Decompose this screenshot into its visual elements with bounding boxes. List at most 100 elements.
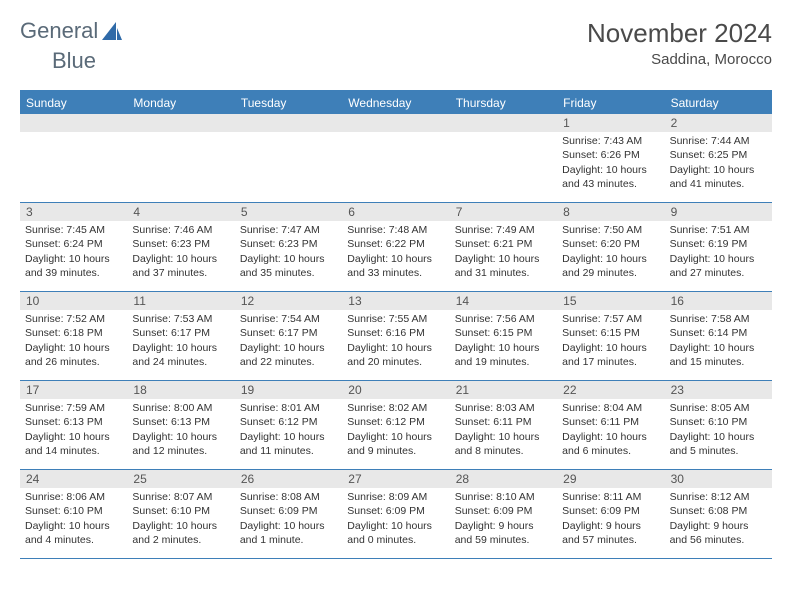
day-number: 18 [127, 381, 234, 399]
weekday-header: Friday [557, 92, 664, 114]
weekday-header: Sunday [20, 92, 127, 114]
daylight-text: Daylight: 10 hours and 33 minutes. [347, 252, 444, 280]
sunset-text: Sunset: 6:24 PM [25, 237, 122, 251]
day-content: Sunrise: 8:02 AMSunset: 6:12 PMDaylight:… [342, 399, 449, 462]
day-cell: 18Sunrise: 8:00 AMSunset: 6:13 PMDayligh… [127, 381, 234, 469]
day-content: Sunrise: 7:59 AMSunset: 6:13 PMDaylight:… [20, 399, 127, 462]
logo-text-b: Blue [52, 48, 792, 74]
day-number: 4 [127, 203, 234, 221]
day-content: Sunrise: 7:52 AMSunset: 6:18 PMDaylight:… [20, 310, 127, 373]
sunset-text: Sunset: 6:11 PM [562, 415, 659, 429]
weeks-container: 1Sunrise: 7:43 AMSunset: 6:26 PMDaylight… [20, 114, 772, 559]
daylight-text: Daylight: 10 hours and 12 minutes. [132, 430, 229, 458]
daylight-text: Daylight: 10 hours and 0 minutes. [347, 519, 444, 547]
day-content: Sunrise: 7:50 AMSunset: 6:20 PMDaylight:… [557, 221, 664, 284]
sunset-text: Sunset: 6:16 PM [347, 326, 444, 340]
day-cell: 4Sunrise: 7:46 AMSunset: 6:23 PMDaylight… [127, 203, 234, 291]
sunrise-text: Sunrise: 7:46 AM [132, 223, 229, 237]
day-cell: 21Sunrise: 8:03 AMSunset: 6:11 PMDayligh… [450, 381, 557, 469]
sunrise-text: Sunrise: 8:11 AM [562, 490, 659, 504]
day-number: 23 [665, 381, 772, 399]
daylight-text: Daylight: 10 hours and 22 minutes. [240, 341, 337, 369]
day-number: 29 [557, 470, 664, 488]
day-number [342, 114, 449, 132]
sunset-text: Sunset: 6:23 PM [132, 237, 229, 251]
daylight-text: Daylight: 10 hours and 5 minutes. [670, 430, 767, 458]
sunset-text: Sunset: 6:17 PM [240, 326, 337, 340]
day-cell [127, 114, 234, 202]
day-cell: 6Sunrise: 7:48 AMSunset: 6:22 PMDaylight… [342, 203, 449, 291]
sunset-text: Sunset: 6:23 PM [240, 237, 337, 251]
daylight-text: Daylight: 9 hours and 59 minutes. [455, 519, 552, 547]
sunrise-text: Sunrise: 7:48 AM [347, 223, 444, 237]
daylight-text: Daylight: 10 hours and 35 minutes. [240, 252, 337, 280]
sunrise-text: Sunrise: 7:45 AM [25, 223, 122, 237]
day-cell: 16Sunrise: 7:58 AMSunset: 6:14 PMDayligh… [665, 292, 772, 380]
day-number: 7 [450, 203, 557, 221]
calendar: SundayMondayTuesdayWednesdayThursdayFrid… [20, 90, 772, 559]
day-cell: 26Sunrise: 8:08 AMSunset: 6:09 PMDayligh… [235, 470, 342, 558]
daylight-text: Daylight: 10 hours and 31 minutes. [455, 252, 552, 280]
day-cell: 19Sunrise: 8:01 AMSunset: 6:12 PMDayligh… [235, 381, 342, 469]
week-row: 1Sunrise: 7:43 AMSunset: 6:26 PMDaylight… [20, 114, 772, 203]
weekday-header-row: SundayMondayTuesdayWednesdayThursdayFrid… [20, 92, 772, 114]
sunrise-text: Sunrise: 8:01 AM [240, 401, 337, 415]
day-cell: 11Sunrise: 7:53 AMSunset: 6:17 PMDayligh… [127, 292, 234, 380]
day-number: 2 [665, 114, 772, 132]
day-cell [20, 114, 127, 202]
day-number: 28 [450, 470, 557, 488]
day-cell: 7Sunrise: 7:49 AMSunset: 6:21 PMDaylight… [450, 203, 557, 291]
day-content: Sunrise: 8:04 AMSunset: 6:11 PMDaylight:… [557, 399, 664, 462]
sunrise-text: Sunrise: 7:49 AM [455, 223, 552, 237]
day-number: 9 [665, 203, 772, 221]
sunrise-text: Sunrise: 8:07 AM [132, 490, 229, 504]
day-number: 20 [342, 381, 449, 399]
daylight-text: Daylight: 10 hours and 39 minutes. [25, 252, 122, 280]
day-cell: 28 Sunrise: 8:10 AMSunset: 6:09 PMDayligh… [450, 470, 557, 558]
sunrise-text: Sunrise: 8:12 AM [670, 490, 767, 504]
day-content: Sunrise: 7:44 AMSunset: 6:25 PMDaylight:… [665, 132, 772, 195]
day-cell: 2Sunrise: 7:44 AMSunset: 6:25 PMDaylight… [665, 114, 772, 202]
day-content: Sunrise: 8:01 AMSunset: 6:12 PMDaylight:… [235, 399, 342, 462]
day-cell: 8Sunrise: 7:50 AMSunset: 6:20 PMDaylight… [557, 203, 664, 291]
sunrise-text: Sunrise: 8:08 AM [240, 490, 337, 504]
sunrise-text: Sunrise: 8:05 AM [670, 401, 767, 415]
sunrise-text: Sunrise: 7:59 AM [25, 401, 122, 415]
day-content: Sunrise: 8:11 AMSunset: 6:09 PMDaylight:… [557, 488, 664, 551]
daylight-text: Daylight: 9 hours and 57 minutes. [562, 519, 659, 547]
sunrise-text: Sunrise: 7:43 AM [562, 134, 659, 148]
day-number [127, 114, 234, 132]
day-cell: 9Sunrise: 7:51 AMSunset: 6:19 PMDaylight… [665, 203, 772, 291]
daylight-text: Daylight: 10 hours and 14 minutes. [25, 430, 122, 458]
sunset-text: Sunset: 6:15 PM [562, 326, 659, 340]
sunrise-text: Sunrise: 8:10 AM [455, 490, 552, 504]
sunrise-text: Sunrise: 7:54 AM [240, 312, 337, 326]
day-cell: 17Sunrise: 7:59 AMSunset: 6:13 PMDayligh… [20, 381, 127, 469]
day-content: Sunrise: 7:55 AMSunset: 6:16 PMDaylight:… [342, 310, 449, 373]
sunset-text: Sunset: 6:09 PM [240, 504, 337, 518]
sunrise-text: Sunrise: 7:52 AM [25, 312, 122, 326]
daylight-text: Daylight: 10 hours and 11 minutes. [240, 430, 337, 458]
sunrise-text: Sunrise: 7:53 AM [132, 312, 229, 326]
sunset-text: Sunset: 6:14 PM [670, 326, 767, 340]
week-row: 17Sunrise: 7:59 AMSunset: 6:13 PMDayligh… [20, 381, 772, 470]
week-row: 24Sunrise: 8:06 AMSunset: 6:10 PMDayligh… [20, 470, 772, 559]
sunrise-text: Sunrise: 8:03 AM [455, 401, 552, 415]
day-content: Sunrise: 8:06 AMSunset: 6:10 PMDaylight:… [20, 488, 127, 551]
weekday-header: Thursday [450, 92, 557, 114]
day-content: Sunrise: 8:12 AMSunset: 6:08 PMDaylight:… [665, 488, 772, 551]
day-content: Sunrise: 7:58 AMSunset: 6:14 PMDaylight:… [665, 310, 772, 373]
daylight-text: Daylight: 10 hours and 29 minutes. [562, 252, 659, 280]
day-cell: 24Sunrise: 8:06 AMSunset: 6:10 PMDayligh… [20, 470, 127, 558]
sunrise-text: Sunrise: 8:04 AM [562, 401, 659, 415]
day-cell: 3Sunrise: 7:45 AMSunset: 6:24 PMDaylight… [20, 203, 127, 291]
daylight-text: Daylight: 10 hours and 9 minutes. [347, 430, 444, 458]
sunset-text: Sunset: 6:12 PM [240, 415, 337, 429]
sunset-text: Sunset: 6:09 PM [455, 504, 552, 518]
day-cell: 22Sunrise: 8:04 AMSunset: 6:11 PMDayligh… [557, 381, 664, 469]
weekday-header: Wednesday [342, 92, 449, 114]
day-cell [450, 114, 557, 202]
day-content: Sunrise: 7:46 AMSunset: 6:23 PMDaylight:… [127, 221, 234, 284]
day-cell: 15Sunrise: 7:57 AMSunset: 6:15 PMDayligh… [557, 292, 664, 380]
sunrise-text: Sunrise: 7:56 AM [455, 312, 552, 326]
